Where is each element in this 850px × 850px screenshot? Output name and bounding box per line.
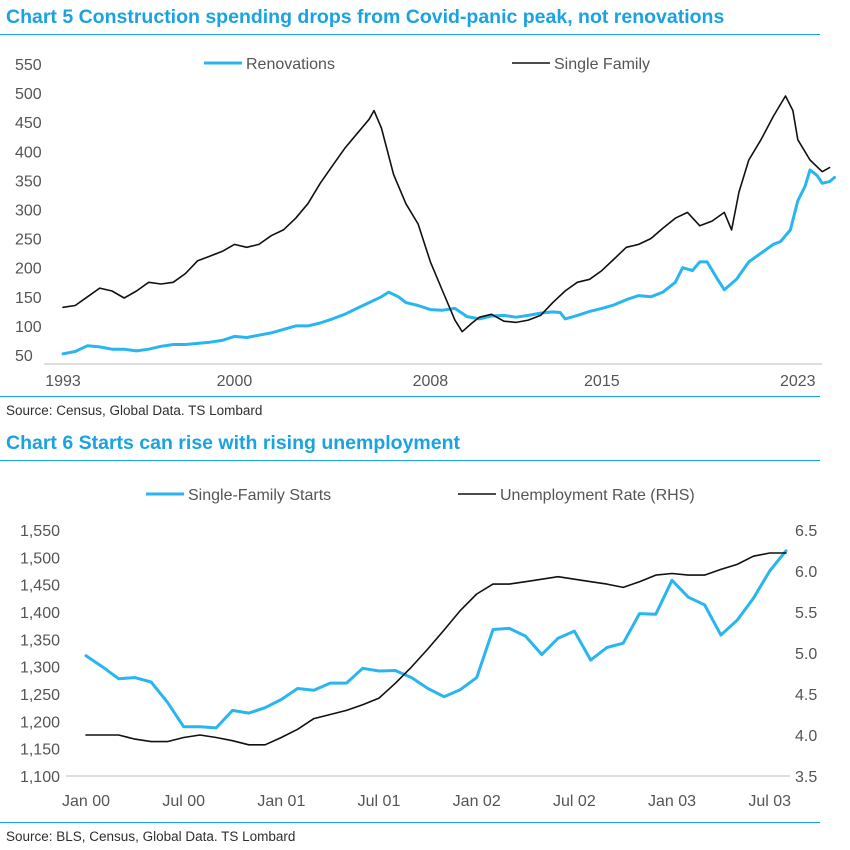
chart6-plot: 1,100 1,150 1,200 1,250 1,300 1,350 1,400 1,450… (20, 487, 817, 810)
chart6-y-tick-label: 1,100 (20, 769, 60, 786)
chart5-x-tick-label: 2008 (413, 373, 449, 390)
chart5-x-tick-label: 2015 (584, 373, 620, 390)
chart6-y-tick-label: 1,300 (20, 660, 60, 677)
chart6-x-tick-label: Jul 00 (162, 793, 205, 810)
chart5-y-tick-label: 450 (15, 115, 42, 132)
chart6-y-tick-label: 1,250 (20, 687, 60, 704)
chart5-x-tick-label: 2023 (780, 373, 816, 390)
chart6-x-tick-label: Jan 03 (648, 793, 696, 810)
chart6-y-right-tick-label: 5.5 (795, 605, 817, 622)
chart5-y-tick-label: 100 (15, 319, 42, 336)
chart6-x-tick-label: Jul 01 (358, 793, 401, 810)
chart6-y-tick-label: 1,450 (20, 578, 60, 595)
chart6-x-tick-label: Jan 00 (62, 793, 110, 810)
chart5-x-tick-label: 2000 (217, 373, 253, 390)
chart5-y-tick-label: 550 (15, 57, 42, 74)
chart6-y-right-tick-label: 6.0 (795, 564, 817, 581)
chart5-bottom-rule (0, 396, 820, 397)
chart5-y-tick-label: 500 (15, 86, 42, 103)
chart6-source: Source: BLS, Census, Global Data. TS Lom… (6, 829, 296, 844)
chart6-x-tick-label: Jan 01 (257, 793, 305, 810)
chart6-y-tick-label: 1,200 (20, 714, 60, 731)
chart5-y-tick-label: 200 (15, 261, 42, 278)
chart6-y-right-tick-label: 5.0 (795, 646, 817, 663)
chart6-y-right-tick-label: 4.5 (795, 687, 817, 704)
chart5-y-tick-label: 150 (15, 290, 42, 307)
chart6-y-tick-label: 1,550 (20, 523, 60, 540)
chart5-series-line-1 (62, 95, 831, 333)
chart6-title: Chart 6 Starts can rise with rising unem… (6, 432, 461, 454)
chart6-title-rule (0, 460, 820, 461)
chart5-title-rule (0, 34, 820, 35)
chart6-x-tick-label: Jul 02 (553, 793, 596, 810)
chart6-series-line-0 (84, 549, 788, 730)
chart6-x-tick-label: Jul 03 (748, 793, 791, 810)
chart5-series-line-0 (61, 168, 836, 356)
chart6-y-right-tick-label: 4.0 (795, 728, 817, 745)
chart5-y-tick-label: 300 (15, 203, 42, 220)
chart5-y-tick-label: 250 (15, 232, 42, 249)
chart6-y-tick-label: 1,150 (20, 742, 60, 759)
chart6-y-right-tick-label: 6.5 (795, 523, 817, 540)
chart6-y-tick-label: 1,350 (20, 632, 60, 649)
chart6-bottom-rule (0, 822, 820, 823)
chart6-y-right-tick-label: 3.5 (795, 769, 817, 786)
chart6-legend-label-0: Single-Family Starts (188, 487, 331, 504)
chart5-source: Source: Census, Global Data. TS Lombard (6, 403, 263, 418)
chart6-y-tick-label: 1,400 (20, 605, 60, 622)
chart6-x-tick-label: Jan 02 (453, 793, 501, 810)
chart5-plot: 50 100 150 200 250 300 350 400 450 500 550 1993 2000… (15, 56, 836, 390)
chart5-y-tick-label: 350 (15, 173, 42, 190)
chart6-legend-label-1: Unemployment Rate (RHS) (500, 487, 695, 504)
chart6-y-tick-label: 1,500 (20, 550, 60, 567)
chart5-legend-label-0: Renovations (246, 56, 335, 73)
chart5-legend-label-1: Single Family (554, 56, 650, 73)
chart5-title: Chart 5 Construction spending drops from… (6, 6, 725, 28)
chart5-y-tick-label: 50 (15, 348, 33, 365)
chart6-series-line-1 (85, 552, 787, 746)
chart5-y-tick-label: 400 (15, 144, 42, 161)
chart5-x-tick-label: 1993 (45, 373, 81, 390)
